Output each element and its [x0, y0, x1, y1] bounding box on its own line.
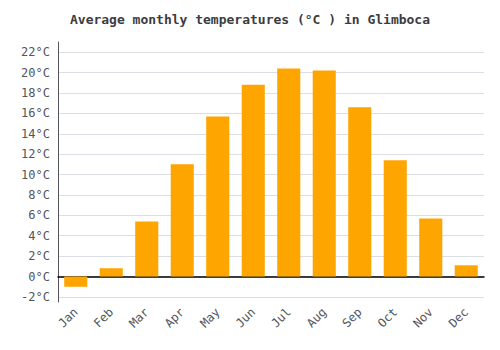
svg-text:Jul: Jul — [268, 305, 293, 330]
svg-text:4°C: 4°C — [28, 229, 50, 243]
svg-text:14°C: 14°C — [21, 127, 50, 141]
svg-text:Dec: Dec — [446, 305, 471, 330]
svg-text:10°C: 10°C — [21, 168, 50, 182]
svg-text:-2°C: -2°C — [21, 290, 50, 304]
svg-text:Sep: Sep — [339, 305, 364, 330]
svg-text:Feb: Feb — [91, 305, 116, 330]
svg-text:20°C: 20°C — [21, 66, 50, 80]
svg-text:12°C: 12°C — [21, 147, 50, 161]
svg-text:Apr: Apr — [162, 305, 187, 330]
svg-text:6°C: 6°C — [28, 208, 50, 222]
svg-text:Oct: Oct — [375, 305, 400, 330]
svg-text:2°C: 2°C — [28, 249, 50, 263]
svg-text:0°C: 0°C — [28, 270, 50, 284]
svg-text:22°C: 22°C — [21, 45, 50, 59]
svg-text:Jan: Jan — [55, 305, 80, 330]
svg-text:Nov: Nov — [410, 305, 435, 330]
svg-text:Aug: Aug — [304, 305, 329, 330]
svg-text:Jun: Jun — [233, 305, 258, 330]
svg-text:18°C: 18°C — [21, 86, 50, 100]
svg-text:8°C: 8°C — [28, 188, 50, 202]
svg-text:Mar: Mar — [126, 305, 151, 330]
svg-text:Average monthly temperatures (: Average monthly temperatures (°C ) in Gl… — [70, 12, 430, 27]
svg-text:May: May — [197, 305, 222, 330]
svg-text:16°C: 16°C — [21, 106, 50, 120]
